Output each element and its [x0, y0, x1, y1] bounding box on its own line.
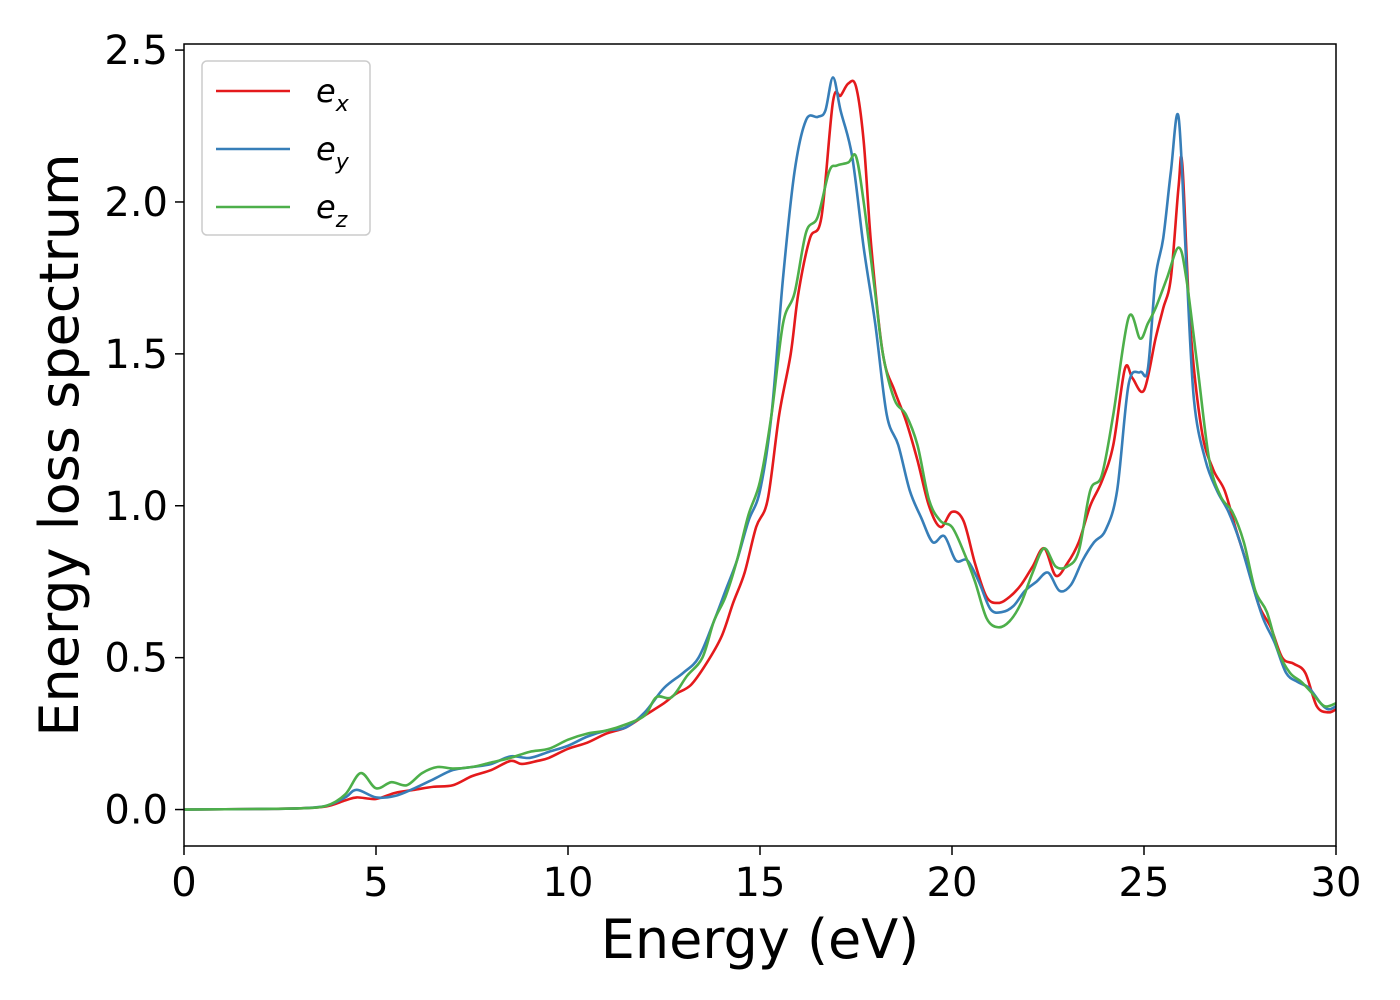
legend-label-ex: ex — [316, 72, 350, 117]
x-tick-label: 5 — [363, 860, 388, 906]
y-tick-label: 1.0 — [104, 484, 168, 530]
legend-label-ey: ey — [316, 130, 350, 175]
plot-area — [184, 44, 1336, 846]
y-tick-label: 2.5 — [104, 28, 168, 74]
x-axis-title: Energy (eV) — [601, 908, 920, 971]
legend-label-ez: ez — [316, 188, 348, 233]
x-tick-label: 25 — [1119, 860, 1170, 906]
x-tick-label: 20 — [927, 860, 978, 906]
series-layer — [184, 76, 1336, 811]
y-tick-label: 2.0 — [104, 180, 168, 226]
x-tick-label: 15 — [735, 860, 786, 906]
y-tick-label: 0.0 — [104, 788, 168, 834]
y-axis: 0.0 0.5 1.0 1.5 2.0 2.5 — [104, 28, 184, 834]
y-axis-title: Energy loss spectrum — [28, 153, 91, 736]
legend: ex ey ez — [201, 60, 371, 236]
x-tick-label: 30 — [1311, 860, 1362, 906]
series-line-ez — [184, 153, 1336, 811]
x-tick-label: 10 — [543, 860, 594, 906]
x-tick-label: 0 — [171, 860, 196, 906]
y-tick-label: 1.5 — [104, 332, 168, 378]
x-axis: 0 5 10 15 20 25 30 — [171, 846, 1361, 906]
y-tick-label: 0.5 — [104, 636, 168, 682]
